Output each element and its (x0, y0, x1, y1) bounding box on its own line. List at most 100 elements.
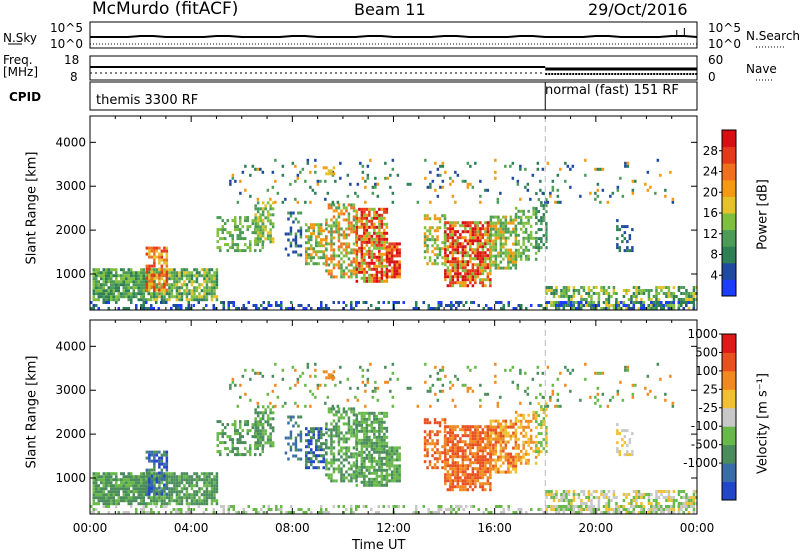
echo-cell (514, 224, 518, 228)
echo-cell (481, 488, 485, 492)
echo-cell (390, 458, 394, 462)
echo-cell (213, 271, 216, 275)
echo-cell (332, 452, 336, 456)
echo-cell (275, 304, 278, 307)
power-panel-cells (90, 158, 698, 310)
echo-cell (249, 429, 252, 433)
echo-cell (535, 222, 538, 226)
echo-cell (375, 447, 379, 451)
echo-cell (145, 301, 148, 304)
echo-cell (135, 478, 138, 482)
echo-cell (148, 264, 151, 268)
echo-cell (592, 292, 596, 295)
echo-cell (474, 221, 477, 225)
echo-cell (239, 231, 242, 235)
echo-cell (517, 425, 520, 429)
echo-cell (266, 417, 270, 421)
echo-cell (471, 263, 475, 267)
echo-cell (330, 233, 333, 237)
echo-cell (322, 433, 325, 437)
echo-cell (352, 215, 356, 219)
echo-cell (496, 197, 500, 201)
echo-cell (373, 480, 376, 484)
echo-cell (519, 461, 523, 465)
echo-cell (115, 301, 118, 304)
echo-cell (215, 274, 219, 278)
echo-cell (380, 279, 384, 283)
echo-cell (337, 263, 341, 267)
echo-cell (375, 459, 379, 463)
echo-cell (160, 258, 164, 262)
echo-cell (352, 464, 356, 468)
echo-cell (378, 420, 381, 424)
echo-cell (150, 295, 153, 299)
echo-cell (494, 425, 498, 429)
echo-cell (446, 236, 450, 240)
echo-cell (542, 207, 546, 211)
echo-cell (175, 487, 179, 491)
echo-cell (266, 219, 270, 223)
echo-cell (464, 224, 467, 228)
echo-cell (195, 484, 199, 488)
echo-cell (514, 446, 518, 450)
echo-cell (239, 219, 242, 223)
echo-cell (466, 221, 470, 225)
echo-cell (443, 226, 447, 230)
echo-cell (545, 234, 548, 238)
echo-cell (492, 242, 495, 246)
echo-cell (589, 191, 592, 195)
echo-cell (616, 246, 619, 250)
echo-cell (433, 253, 437, 257)
echo-cell (155, 286, 159, 290)
echo-cell (451, 257, 455, 261)
echo-cell (580, 304, 583, 307)
echo-cell (375, 255, 379, 259)
echo-cell (540, 219, 543, 223)
echo-cell (514, 257, 518, 261)
echo-cell (527, 209, 530, 213)
echo-cell (259, 420, 262, 424)
echo-cell (173, 277, 176, 281)
echo-cell (117, 283, 120, 287)
echo-cell (110, 268, 113, 272)
echo-cell (461, 428, 465, 432)
echo-cell (190, 487, 194, 491)
echo-cell (205, 292, 209, 296)
echo-cell (486, 224, 490, 228)
echo-cell (212, 307, 215, 310)
echo-cell (446, 488, 450, 492)
echo-cell (213, 280, 216, 284)
echo-cell (180, 271, 184, 275)
echo-cell (332, 428, 336, 432)
echo-cell (526, 182, 530, 186)
echo-cell (519, 245, 523, 249)
echo-cell (610, 499, 613, 502)
echo-cell (489, 461, 493, 465)
echo-cell (271, 225, 275, 229)
echo-cell (289, 418, 293, 422)
echo-cell (307, 304, 310, 307)
echo-cell (665, 295, 668, 298)
echo-cell (198, 286, 201, 290)
echo-cell (499, 251, 503, 255)
echo-cell (474, 479, 477, 483)
echo-cell (358, 225, 361, 229)
echo-cell (256, 432, 260, 436)
echo-cell (428, 460, 432, 464)
echo-cell (373, 456, 376, 460)
echo-cell (153, 246, 156, 250)
echo-cell (562, 301, 565, 304)
echo-cell (555, 493, 558, 496)
echo-cell (188, 280, 191, 284)
echo-cell (222, 307, 225, 310)
echo-cell (195, 502, 199, 506)
echo-cell (140, 499, 143, 503)
echo-cell (605, 304, 608, 307)
echo-cell (140, 487, 143, 491)
echo-cell (203, 481, 206, 485)
echo-cell (438, 421, 442, 425)
echo-cell (246, 429, 249, 433)
echo-cell (350, 227, 353, 231)
echo-cell (355, 459, 359, 463)
echo-cell (127, 481, 130, 485)
